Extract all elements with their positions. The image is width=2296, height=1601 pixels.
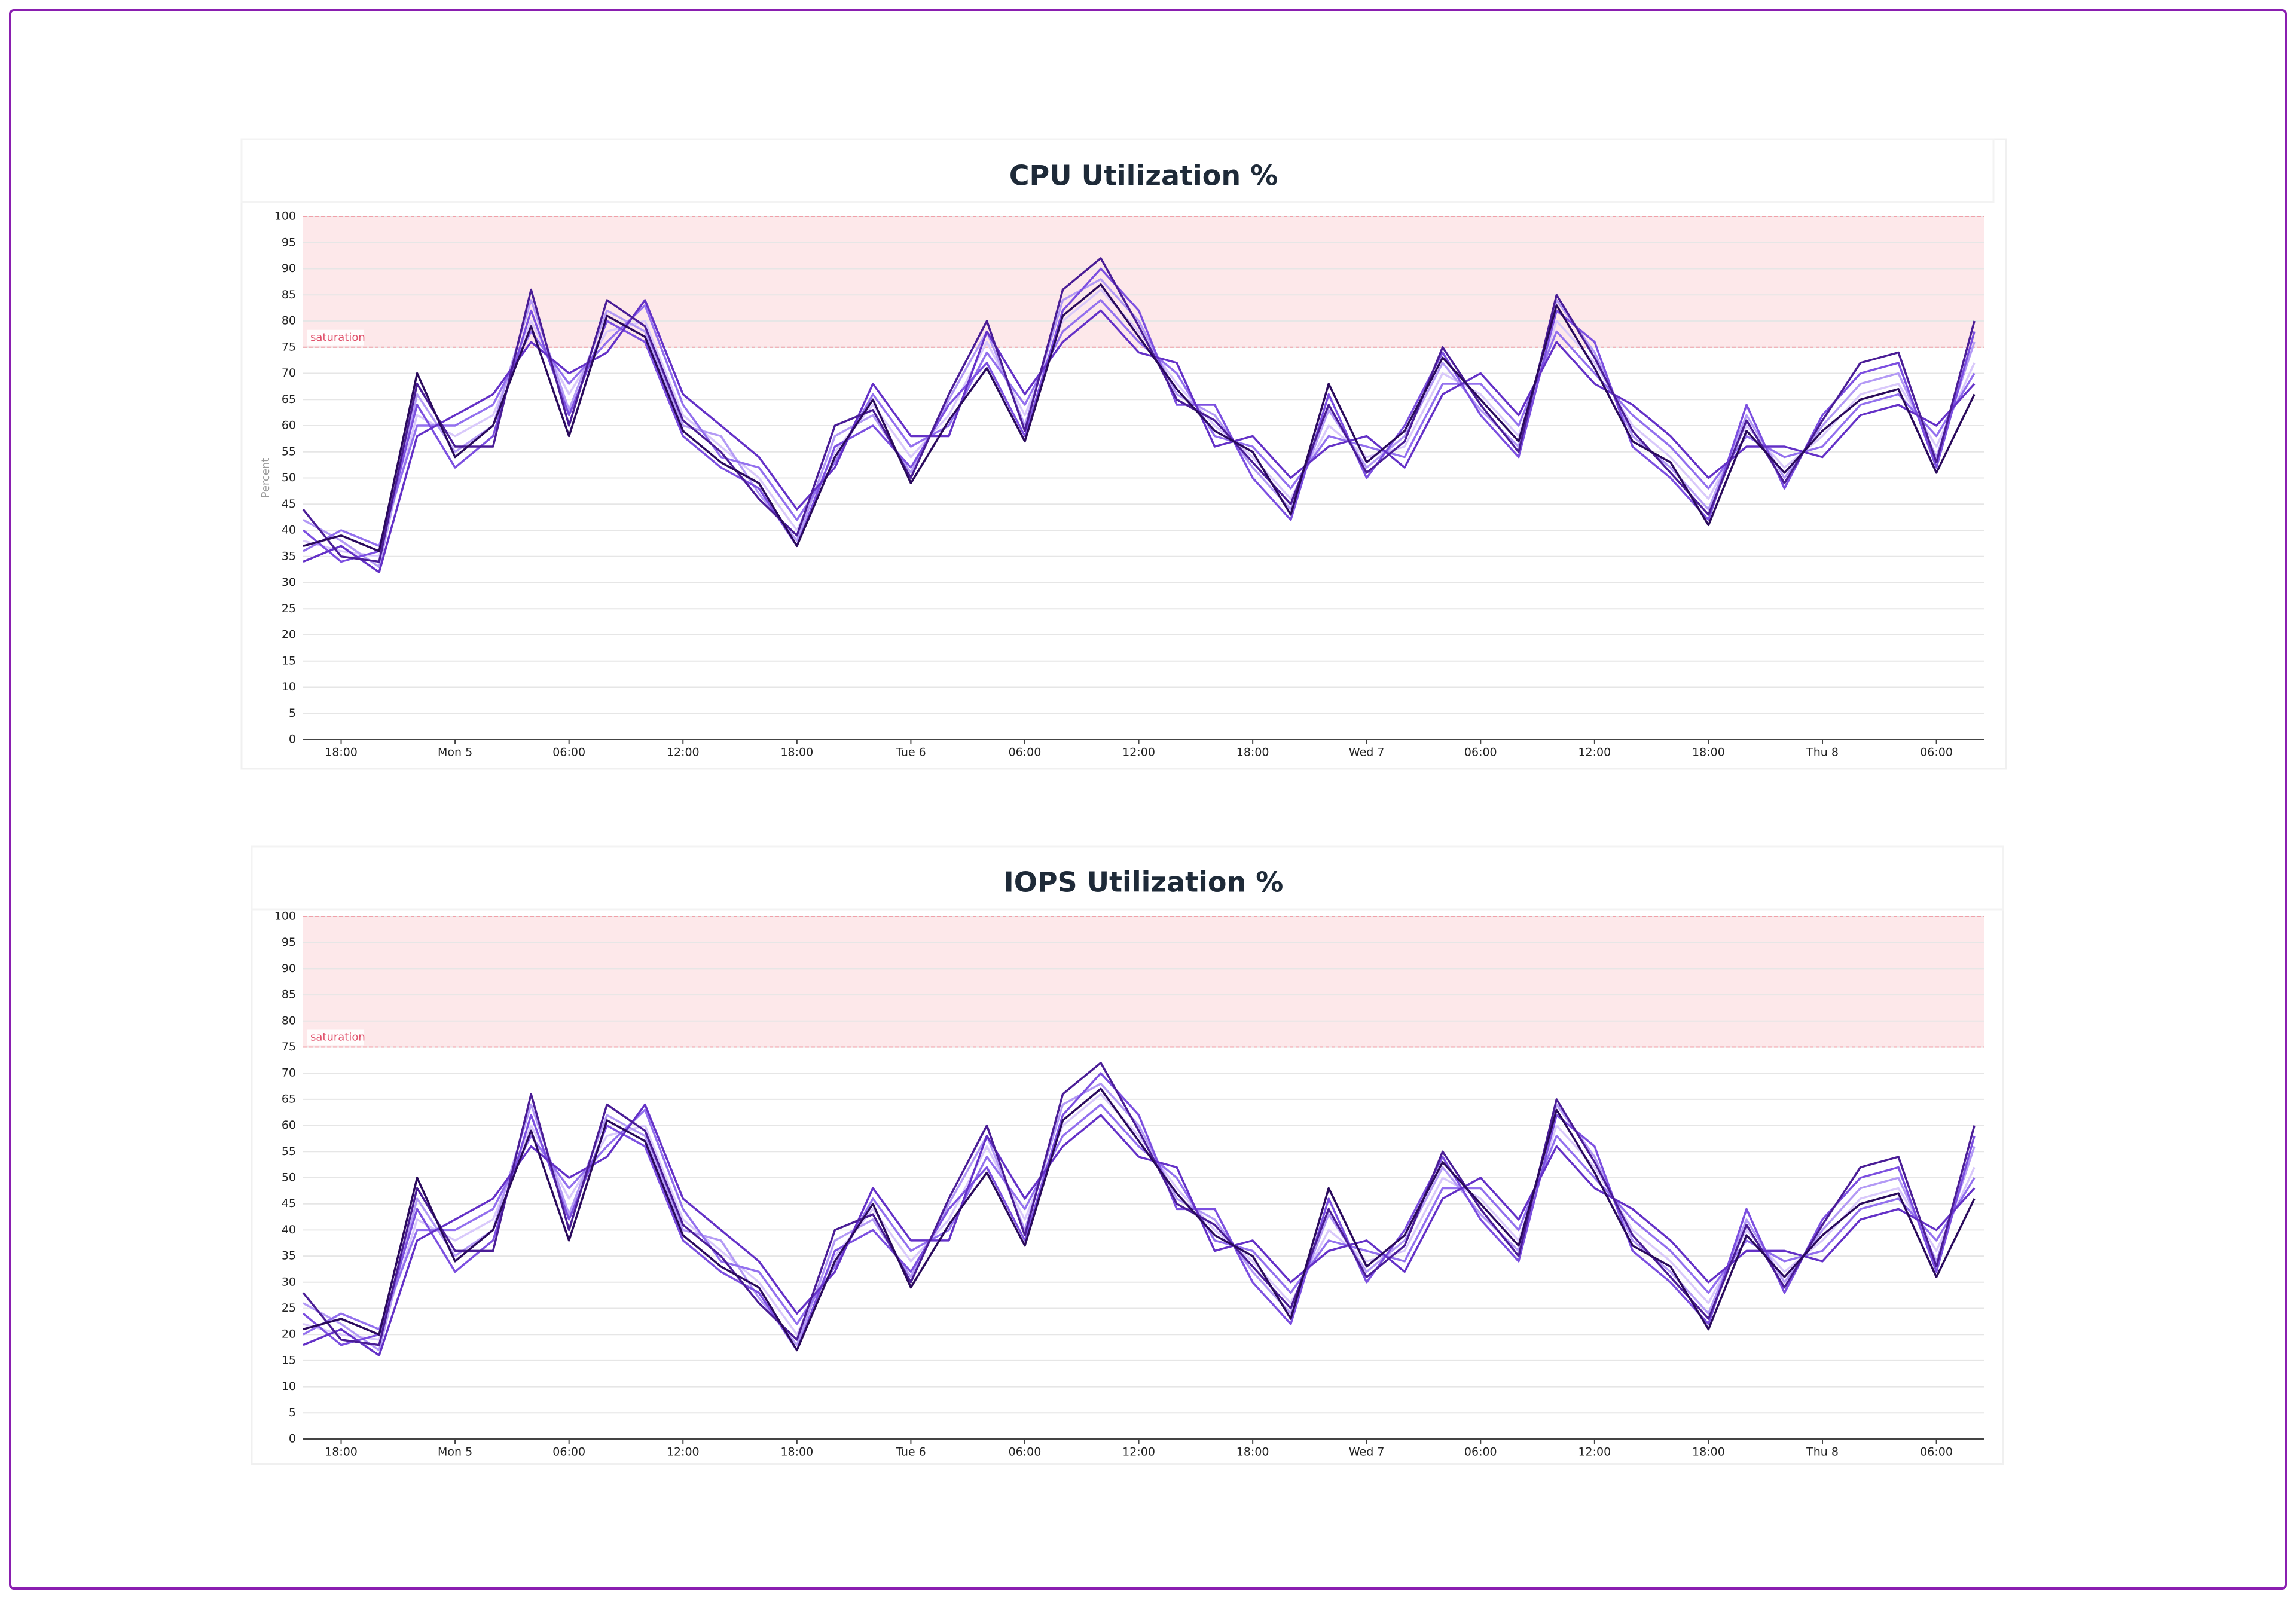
- y-tick-label: 50: [282, 1171, 296, 1184]
- y-tick-label: 90: [282, 962, 296, 975]
- x-tick-label: 18:00: [1236, 746, 1269, 759]
- y-tick-label: 0: [289, 1432, 296, 1446]
- y-tick-label: 75: [282, 340, 296, 353]
- chart-title: CPU Utilization %: [1009, 160, 1278, 192]
- y-tick-label: 5: [289, 1406, 296, 1419]
- y-tick-label: 30: [282, 576, 296, 589]
- x-tick-label: Wed 7: [1349, 1446, 1385, 1459]
- y-tick-label: 25: [282, 602, 296, 615]
- y-tick-label: 5: [289, 707, 296, 720]
- x-tick-label: 18:00: [1692, 746, 1725, 759]
- x-tick-label: 06:00: [1920, 1446, 1953, 1459]
- y-tick-label: 90: [282, 262, 296, 275]
- y-tick-label: 20: [282, 1328, 296, 1341]
- y-tick-label: 60: [282, 419, 296, 432]
- y-tick-label: 55: [282, 1145, 296, 1158]
- y-tick-label: 10: [282, 680, 296, 693]
- x-tick-label: 06:00: [552, 746, 585, 759]
- y-axis-label: Percent: [259, 458, 272, 499]
- x-tick-label: 12:00: [1578, 1446, 1611, 1459]
- y-tick-label: 35: [282, 549, 296, 563]
- x-tick-label: 18:00: [1692, 1446, 1725, 1459]
- x-tick-label: Mon 5: [438, 1446, 472, 1459]
- y-tick-label: 25: [282, 1301, 296, 1315]
- series-line: [303, 288, 1976, 558]
- band-label-bg: [307, 329, 364, 346]
- x-tick-label: 12:00: [1122, 1446, 1155, 1459]
- y-tick-label: 80: [282, 1014, 296, 1027]
- series-line: [303, 278, 1976, 569]
- x-tick-label: 18:00: [780, 746, 813, 759]
- title-box: [240, 138, 1995, 203]
- y-tick-label: 80: [282, 314, 296, 328]
- x-tick-label: 12:00: [667, 1446, 700, 1459]
- y-tick-label: 95: [282, 236, 296, 249]
- y-tick-label: 40: [282, 524, 296, 537]
- x-tick-label: 12:00: [667, 746, 700, 759]
- band-label-bg: [307, 1029, 364, 1046]
- x-tick-label: Thu 8: [1806, 746, 1839, 759]
- band-label: saturation: [310, 1031, 365, 1044]
- x-tick-label: 12:00: [1578, 746, 1611, 759]
- x-tick-label: Wed 7: [1349, 746, 1385, 759]
- series-line: [303, 283, 1976, 552]
- y-tick-label: 85: [282, 988, 296, 1001]
- series-line: [303, 299, 1976, 573]
- chart-title: IOPS Utilization %: [1004, 866, 1284, 899]
- title-box: [251, 845, 2004, 911]
- y-tick-label: 85: [282, 288, 296, 301]
- x-tick-label: 06:00: [1464, 1446, 1497, 1459]
- y-tick-label: 70: [282, 366, 296, 380]
- y-tick-label: 70: [282, 1067, 296, 1080]
- y-tick-label: 45: [282, 497, 296, 511]
- series-line: [303, 299, 1976, 552]
- y-tick-label: 0: [289, 733, 296, 746]
- x-tick-label: 12:00: [1122, 746, 1155, 759]
- y-tick-label: 65: [282, 1092, 296, 1105]
- x-tick-label: 06:00: [1464, 746, 1497, 759]
- y-tick-label: 95: [282, 936, 296, 949]
- y-tick-label: 10: [282, 1380, 296, 1393]
- series-line: [303, 1093, 1976, 1341]
- x-tick-label: 06:00: [552, 1446, 585, 1459]
- y-tick-label: 45: [282, 1197, 296, 1210]
- y-tick-label: 30: [282, 1275, 296, 1288]
- y-tick-label: 35: [282, 1249, 296, 1263]
- x-tick-label: 18:00: [325, 746, 358, 759]
- y-tick-label: 55: [282, 445, 296, 458]
- y-tick-label: 75: [282, 1040, 296, 1053]
- x-tick-label: Mon 5: [438, 746, 472, 759]
- y-tick-label: 40: [282, 1223, 296, 1236]
- x-tick-label: 18:00: [780, 1446, 813, 1459]
- series-line: [303, 1087, 1976, 1352]
- x-tick-label: Thu 8: [1806, 1446, 1839, 1459]
- x-tick-label: Tue 6: [895, 746, 926, 759]
- band-label: saturation: [310, 331, 365, 344]
- saturation-band: [303, 216, 1984, 347]
- y-tick-label: 100: [274, 210, 296, 223]
- frame: [9, 9, 2287, 1590]
- y-tick-label: 65: [282, 393, 296, 406]
- y-tick-label: 60: [282, 1119, 296, 1132]
- series-line: [303, 1082, 1976, 1352]
- series-line: [303, 1103, 1976, 1336]
- x-tick-label: Tue 6: [895, 1446, 926, 1459]
- x-tick-label: 18:00: [325, 1446, 358, 1459]
- y-tick-label: 100: [274, 910, 296, 923]
- saturation-band: [303, 916, 1984, 1047]
- y-tick-label: 15: [282, 1353, 296, 1367]
- x-tick-label: 06:00: [1009, 1446, 1042, 1459]
- y-tick-label: 20: [282, 628, 296, 641]
- y-tick-label: 50: [282, 471, 296, 484]
- y-tick-label: 15: [282, 654, 296, 667]
- series-line: [303, 1103, 1976, 1356]
- series-line: [302, 257, 1976, 563]
- x-tick-label: 06:00: [1920, 746, 1953, 759]
- x-tick-label: 06:00: [1009, 746, 1042, 759]
- series-line: [302, 1061, 1976, 1346]
- x-tick-label: 18:00: [1236, 1446, 1269, 1459]
